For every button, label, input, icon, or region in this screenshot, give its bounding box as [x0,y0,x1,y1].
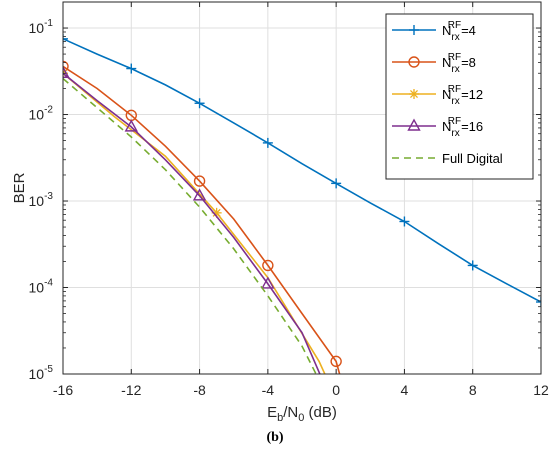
data-point [467,260,478,271]
series-line [63,38,541,303]
y-tick-label: 10-4 [29,278,54,296]
series-line [63,65,341,374]
y-axis-label: BER [11,172,28,203]
legend-entry-3: NrxRF=12 [392,84,483,107]
circle-marker [408,56,420,68]
legend-label: NrxRF=12 [442,84,483,107]
data-point [193,175,206,187]
series-group [63,33,541,374]
data-point [126,63,137,74]
figure-caption: (b) [266,430,283,445]
y-tick-label: 10-5 [29,364,54,382]
data-point [63,60,69,73]
x-tick-label: 12 [533,382,549,398]
series-1 [63,33,541,307]
y-tick-label: 10-2 [29,105,54,123]
x-axis-label-mid: /N [283,404,298,421]
series-3 [63,68,326,374]
tick-group: -16 -12 -8 -4 0 4 8 12 10-1 10-2 10-3 10-4 10-5 [29,2,549,398]
data-point [262,259,274,272]
data-point [261,276,275,289]
data-point [124,119,138,132]
data-point [63,33,68,44]
data-point [331,178,342,189]
legend-swatch-marker [407,118,421,131]
series-line [63,77,317,374]
legend-entry-4: NrxRF=16 [392,116,483,139]
y-tick-label: 10-1 [29,18,54,36]
y-tick-label: 10-3 [29,191,54,209]
legend-label: NrxRF=16 [442,116,483,139]
legend-label: Full Digital [442,151,503,166]
legend-entry-5: Full Digital [392,151,503,166]
legend-swatch-marker [409,25,419,35]
circle-marker [330,355,342,368]
x-axis-label-sub2: 0 [298,412,304,424]
series-4 [63,65,321,374]
x-tick-label: 4 [401,382,409,398]
series-line [63,72,321,374]
triangle-marker [192,188,207,201]
x-tick-label: -8 [193,382,206,398]
circle-marker [63,60,69,73]
data-point [536,296,541,307]
legend-entry-2: NrxRF=8 [392,52,476,75]
legend: NrxRF=4 NrxRF=8 NrxRF=12 NrxRF=16 Full Digit… [385,13,534,180]
data-point [330,355,342,368]
circle-marker [262,259,274,272]
legend-entry-1: NrxRF=4 [392,20,476,43]
circle-marker [193,175,206,187]
x-axis-label: Eb/N0 (dB) [267,404,337,424]
x-tick-label: 0 [332,382,340,398]
x-tick-label: -4 [262,382,275,398]
x-tick-label: 8 [469,382,477,398]
x-axis-label-sub1: b [277,412,283,424]
legend-label: NrxRF=4 [442,20,476,43]
triangle-marker [124,119,138,132]
legend-box [385,13,534,180]
data-point [63,65,70,78]
star-marker-stroke [212,208,221,217]
triangle-marker [63,65,70,78]
legend-label: NrxRF=8 [442,52,476,75]
star-marker-stroke [410,90,418,98]
plot-area-frame [62,1,542,375]
x-tick-label: -16 [53,382,73,398]
legend-swatch-marker [408,56,420,68]
x-tick-label: -12 [121,382,141,398]
triangle-marker [261,276,275,289]
data-point [192,188,207,201]
data-point [262,137,273,148]
data-point [194,98,205,109]
x-axis-label-base: E [267,404,277,421]
series-5 [63,77,317,374]
series-line [63,72,326,374]
data-point [399,216,410,227]
x-axis-label-tail: (dB) [304,404,337,421]
triangle-marker [407,118,421,131]
legend-swatch-marker [409,89,419,99]
